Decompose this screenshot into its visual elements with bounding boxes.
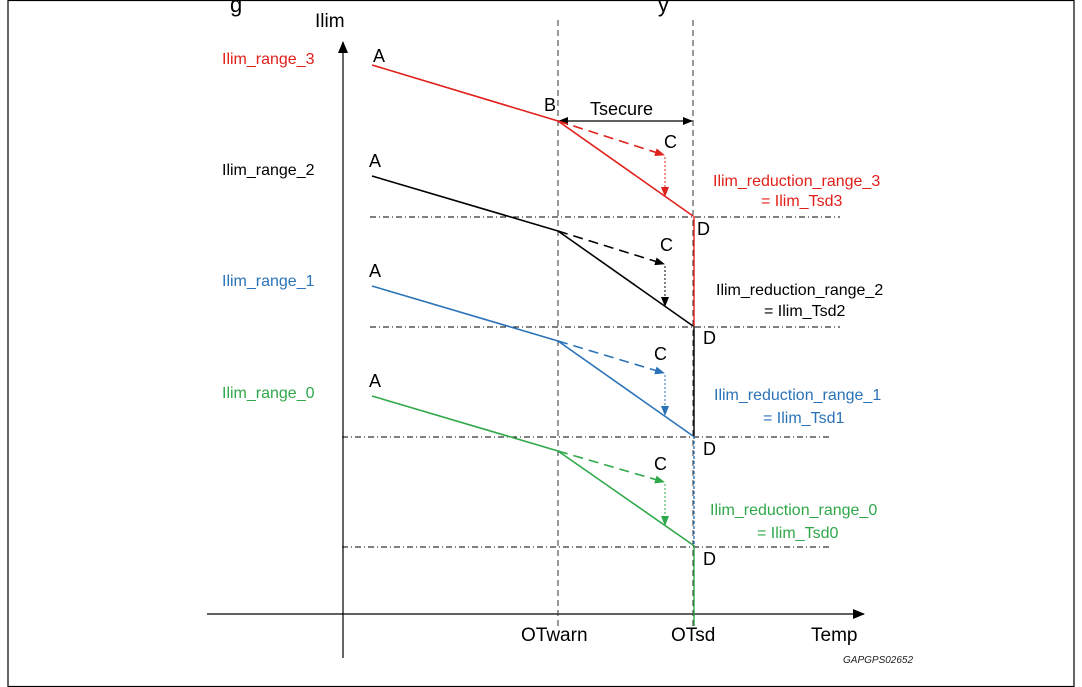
range-2-reduction-label: Ilim_reduction_range_2 [716, 282, 883, 299]
range-3-reduction-label: Ilim_reduction_range_3 [713, 173, 880, 190]
x-tick-otsd: OTsd [671, 625, 715, 646]
range-1-reduction-label: Ilim_reduction_range_1 [714, 387, 881, 404]
x-tick-otwarn: OTwarn [521, 625, 588, 646]
y-axis-label: Ilim [315, 11, 345, 32]
range-2-label: Ilim_range_2 [222, 162, 315, 179]
range-0-label: Ilim_range_0 [222, 385, 315, 402]
range-1-point-c: C [654, 344, 667, 364]
range-1-reduction-line [557, 340, 694, 437]
tsecure-label: Tsecure [590, 99, 653, 119]
range-1-dashed-target [557, 340, 665, 375]
range-3-point-a: A [373, 46, 385, 66]
range-0-point-d: D [703, 549, 716, 569]
range-3-group: Ilim_range_3 A B C D Ilim_reduction_rang… [222, 46, 880, 239]
range-3-point-b: B [544, 95, 556, 115]
x-axis-label: Temp [811, 625, 857, 646]
range-0-tsd-label: = Ilim_Tsd0 [757, 525, 838, 542]
range-3-reduction-line [557, 120, 694, 217]
range-0-nominal-line [371, 395, 559, 452]
range-1-label: Ilim_range_1 [222, 273, 315, 290]
range-0-group: Ilim_range_0 A C D Ilim_reduction_range_… [222, 371, 877, 569]
range-3-dashed-target [557, 120, 665, 157]
range-3-nominal-line [371, 64, 559, 122]
range-0-reduction-line [557, 450, 694, 546]
range-2-tsd-label: = Ilim_Tsd2 [764, 303, 845, 320]
range-2-dashed-target [557, 230, 665, 266]
range-2-reduction-line [557, 230, 694, 327]
range-0-point-c: C [654, 454, 667, 474]
range-2-point-a: A [369, 151, 381, 171]
range-2-point-d: D [703, 328, 716, 348]
range-3-point-c: C [664, 132, 677, 152]
range-3-point-d: D [697, 219, 710, 239]
range-0-dashed-target [557, 450, 665, 484]
range-1-point-d: D [703, 439, 716, 459]
range-1-group: Ilim_range_1 A C D Ilim_reduction_range_… [222, 261, 881, 459]
range-0-reduction-label: Ilim_reduction_range_0 [710, 502, 877, 519]
range-2-point-c: C [660, 235, 673, 255]
figure-border [7, 0, 1075, 687]
range-0-point-a: A [369, 371, 381, 391]
figure-ref: GAPGPS02652 [843, 655, 913, 666]
range-2-nominal-line [371, 175, 559, 232]
title-fragment: g y [230, 0, 669, 17]
range-1-nominal-line [371, 285, 559, 342]
range-1-point-a: A [369, 261, 381, 281]
range-1-tsd-label: = Ilim_Tsd1 [763, 410, 844, 427]
range-3-label: Ilim_range_3 [222, 51, 315, 68]
range-2-group: Ilim_range_2 A C D Ilim_reduction_range_… [222, 151, 883, 348]
range-3-tsd-label: = Ilim_Tsd3 [761, 193, 842, 210]
